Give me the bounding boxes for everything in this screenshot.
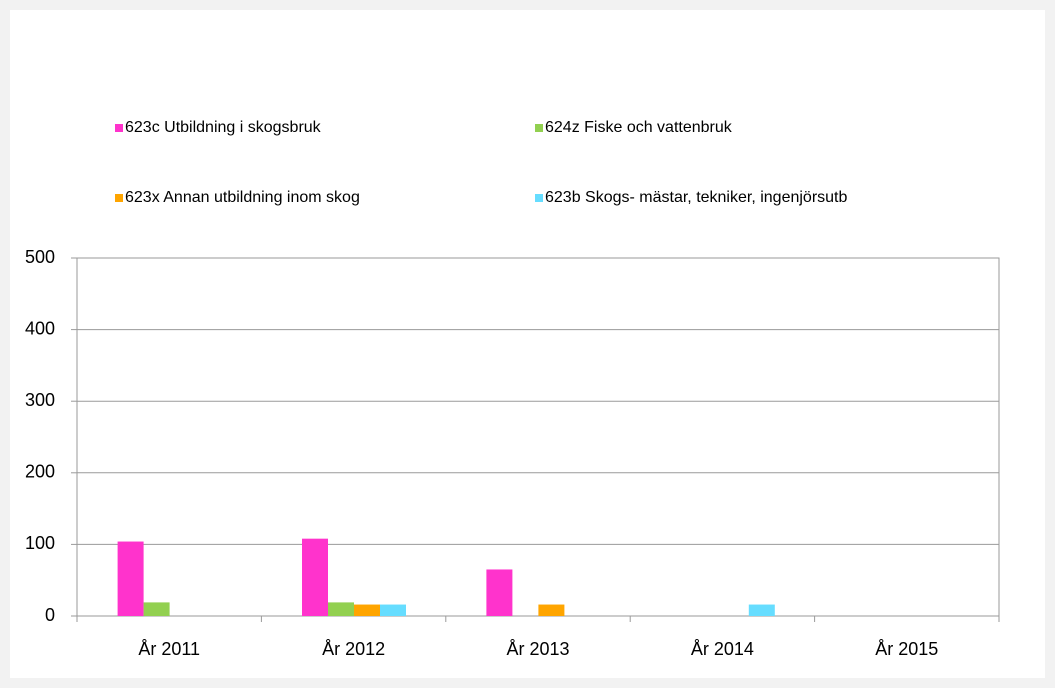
bar xyxy=(486,569,513,616)
bar xyxy=(328,602,354,616)
legend-label: 623c Utbildning i skogsbruk xyxy=(125,119,322,136)
bar xyxy=(748,604,775,616)
bar xyxy=(302,538,328,616)
y-tick-label: 300 xyxy=(25,390,55,410)
legend-label: 623b Skogs- mästar, tekniker, ingenjörsu… xyxy=(545,189,847,206)
bar xyxy=(380,604,406,616)
x-tick-label: År 2013 xyxy=(506,639,569,659)
legend-label: 624z Fiske och vattenbruk xyxy=(545,119,733,136)
y-tick-label: 400 xyxy=(25,318,55,338)
x-tick-label: År 2015 xyxy=(875,639,938,659)
y-tick-label: 200 xyxy=(25,462,55,482)
y-tick-label: 100 xyxy=(25,533,55,553)
x-tick-label: År 2014 xyxy=(691,639,754,659)
y-tick-label: 0 xyxy=(45,605,55,625)
x-tick-label: År 2012 xyxy=(322,639,385,659)
bar xyxy=(117,541,144,616)
legend-swatch xyxy=(115,194,123,202)
bar xyxy=(354,604,380,616)
x-tick-label: År 2011 xyxy=(138,639,200,659)
bar xyxy=(538,604,565,616)
y-tick-label: 500 xyxy=(25,247,55,267)
legend-swatch xyxy=(535,194,543,202)
chart-area xyxy=(10,10,1045,678)
legend-label: 623x Annan utbildning inom skog xyxy=(125,189,360,206)
legend-swatch xyxy=(535,124,543,132)
legend-swatch xyxy=(115,124,123,132)
bar xyxy=(143,602,170,616)
